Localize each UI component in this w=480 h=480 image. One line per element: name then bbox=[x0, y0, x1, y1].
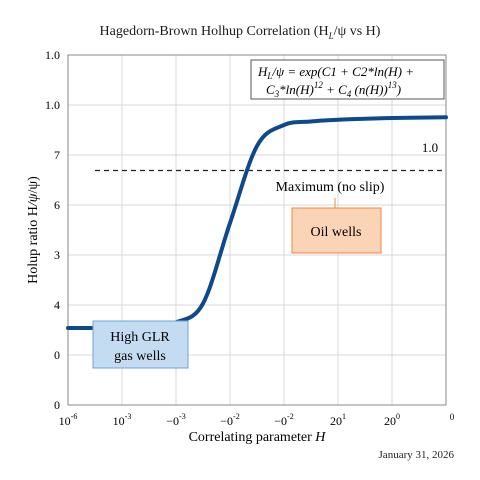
x-tick-labels: 10-6 10-3 −0-3 −0-2 −0-2 201 200 0 bbox=[59, 412, 455, 428]
reference-line-label: 1.0 bbox=[422, 140, 438, 155]
y-tick-label: 3 bbox=[54, 248, 60, 262]
x-tick-label: 10-3 bbox=[113, 412, 132, 428]
y-tick-label: 0 bbox=[54, 398, 60, 412]
y-tick-labels: 0 0 4 3 6 7 1.0 1.0 bbox=[45, 48, 60, 412]
y-tick-label: 1.0 bbox=[45, 98, 60, 112]
y-tick-label: 7 bbox=[54, 148, 60, 162]
annotation-max-no-slip: Maximum (no slip) bbox=[276, 180, 385, 195]
x-tick-label: −0-2 bbox=[274, 412, 293, 428]
annotation-oil-wells: Oil wells bbox=[311, 225, 362, 240]
formula-line2: C3*ln(H)12 + C4 (n(H))13) bbox=[266, 80, 401, 99]
date-stamp: January 31, 2026 bbox=[378, 449, 454, 461]
plot-frame bbox=[67, 54, 447, 406]
y-tick-label: 6 bbox=[54, 198, 60, 212]
series-line bbox=[66, 115, 448, 331]
oil-wells-box bbox=[291, 207, 382, 254]
annotation-high-glr-line2: gas wells bbox=[114, 349, 166, 364]
x-tick-label: 0 bbox=[450, 412, 455, 422]
annotation-high-glr-line1: High GLR bbox=[110, 330, 170, 345]
y-tick-label: 4 bbox=[54, 298, 60, 312]
x-tick-label: 200 bbox=[384, 412, 400, 428]
x-tick-label: −0-3 bbox=[166, 412, 185, 428]
y-tick-label: 0 bbox=[54, 348, 60, 362]
formula-line1: HL/ψ = exp(C1 + C2*ln(H) + bbox=[257, 64, 414, 81]
x-tick-label: 201 bbox=[330, 412, 346, 428]
chart-title: Hagedorn-Brown Holhup Correlation (HL/ψ … bbox=[99, 24, 381, 41]
x-axis-label: Correlating parameter H bbox=[189, 430, 327, 445]
x-tick-label: −0-2 bbox=[220, 412, 239, 428]
x-tick-label: 10-6 bbox=[59, 412, 78, 428]
formula-box bbox=[250, 59, 445, 100]
y-tick-label: 1.0 bbox=[45, 48, 60, 62]
y-axis-label: Holup ratio H/ψ/ψ) bbox=[26, 176, 41, 284]
high-glr-box bbox=[92, 320, 189, 369]
